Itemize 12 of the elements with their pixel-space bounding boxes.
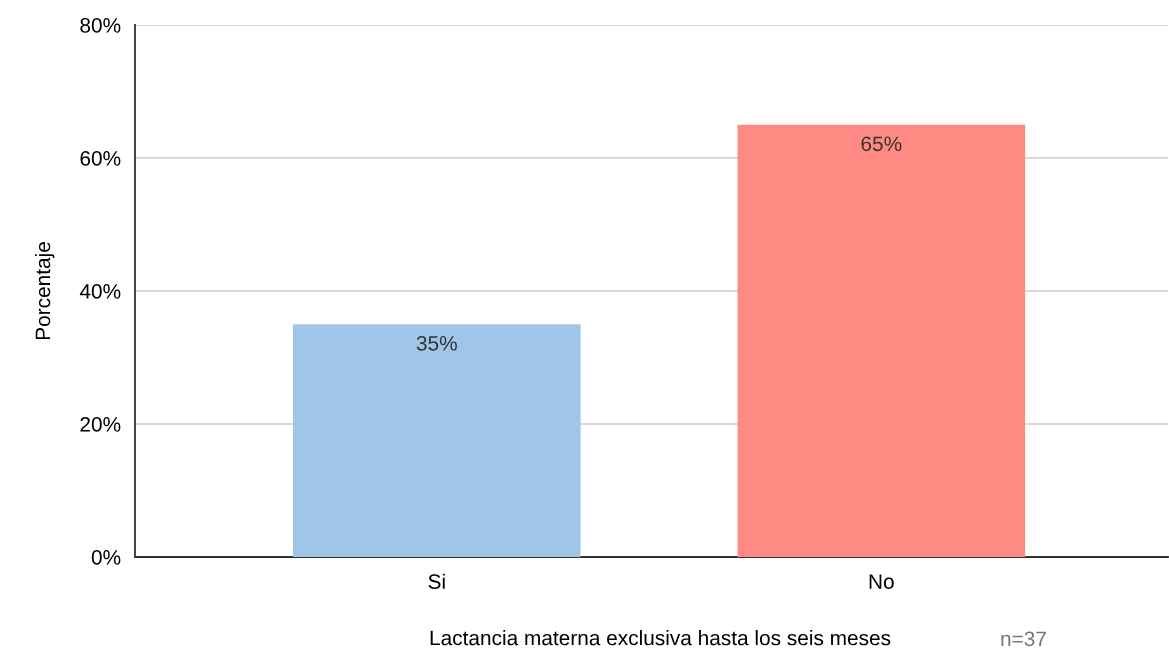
data-label: 35% (416, 335, 457, 351)
data-label: 65% (861, 136, 902, 152)
y-axis-title: Porcentaje (34, 242, 55, 340)
x-tick-label: Si (428, 573, 445, 589)
y-tick-label: 80% (80, 18, 121, 33)
y-tick-label: 20% (80, 417, 121, 432)
x-axis-title: Lactancia materna exclusiva hasta los seis meses (430, 630, 891, 646)
y-tick-label: 40% (79, 284, 121, 299)
text: n=37 (1001, 631, 1046, 647)
y-tick-label: 60% (80, 151, 121, 166)
x-tick-label: No (869, 574, 894, 589)
y-tick-label: 0% (91, 550, 121, 565)
